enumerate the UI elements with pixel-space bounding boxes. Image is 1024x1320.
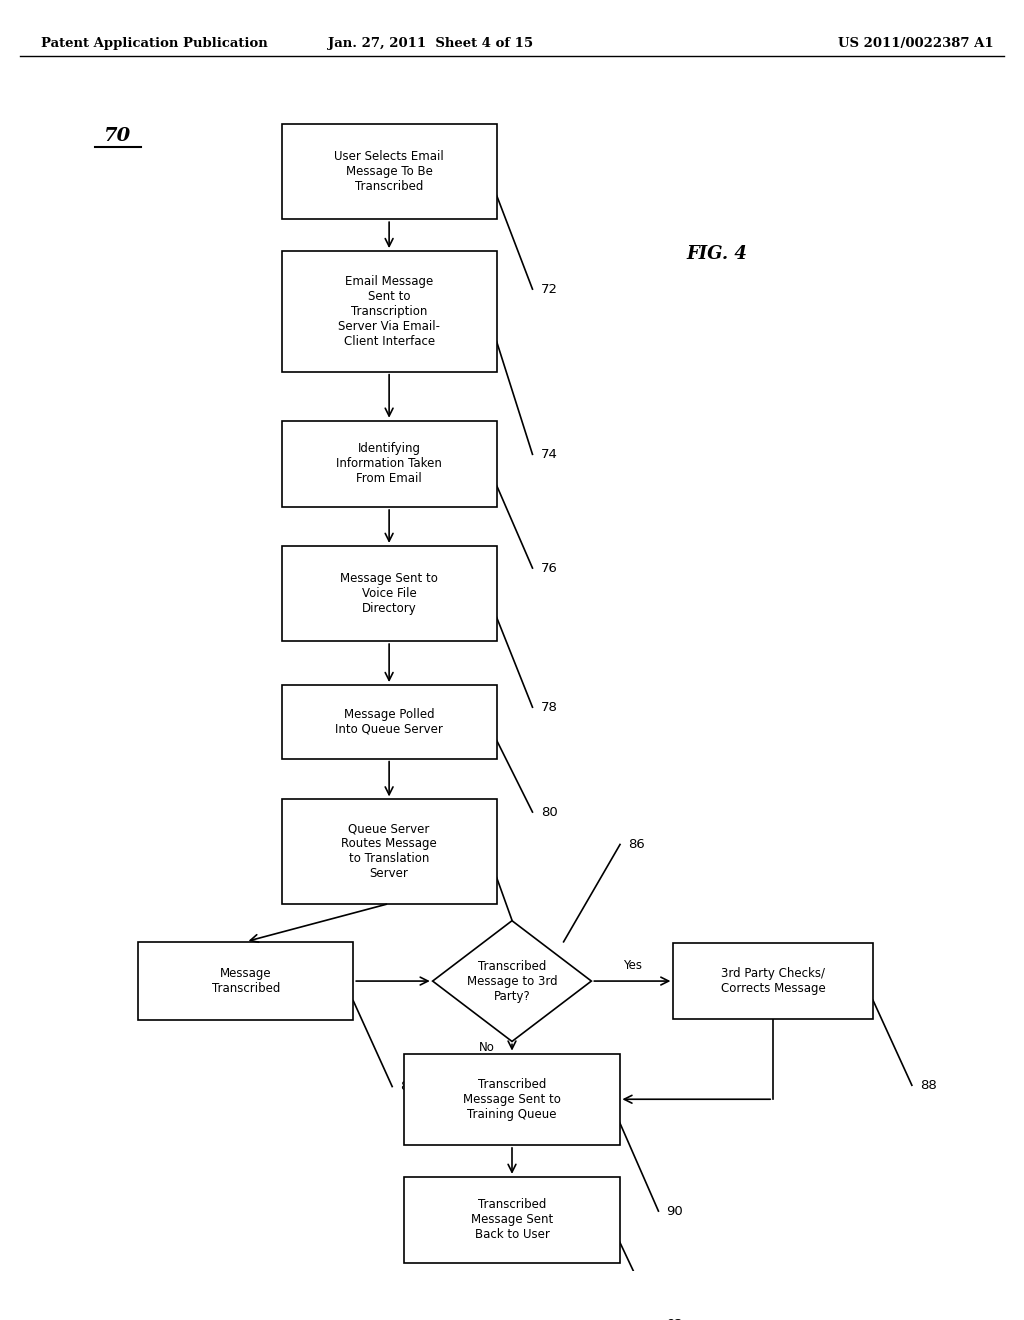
Text: Jan. 27, 2011  Sheet 4 of 15: Jan. 27, 2011 Sheet 4 of 15 bbox=[328, 37, 532, 50]
FancyBboxPatch shape bbox=[282, 545, 497, 642]
Text: 86: 86 bbox=[629, 838, 645, 851]
Text: Patent Application Publication: Patent Application Publication bbox=[41, 37, 267, 50]
Text: 78: 78 bbox=[541, 701, 557, 714]
FancyBboxPatch shape bbox=[282, 124, 497, 219]
Text: Message
Transcribed: Message Transcribed bbox=[212, 968, 280, 995]
Text: 80: 80 bbox=[541, 805, 557, 818]
FancyBboxPatch shape bbox=[404, 1053, 620, 1144]
Text: 88: 88 bbox=[921, 1078, 937, 1092]
Text: Email Message
Sent to
Transcription
Server Via Email-
Client Interface: Email Message Sent to Transcription Serv… bbox=[338, 275, 440, 348]
Text: No: No bbox=[478, 1041, 495, 1053]
Text: 92: 92 bbox=[667, 1317, 683, 1320]
Text: 84: 84 bbox=[400, 1080, 417, 1093]
FancyBboxPatch shape bbox=[674, 942, 872, 1019]
Text: Transcribed
Message to 3rd
Party?: Transcribed Message to 3rd Party? bbox=[467, 960, 557, 1003]
Text: User Selects Email
Message To Be
Transcribed: User Selects Email Message To Be Transcr… bbox=[334, 150, 444, 193]
FancyBboxPatch shape bbox=[282, 251, 497, 372]
FancyBboxPatch shape bbox=[404, 1176, 620, 1263]
FancyBboxPatch shape bbox=[282, 421, 497, 507]
FancyBboxPatch shape bbox=[282, 800, 497, 904]
Text: Message Polled
Into Queue Server: Message Polled Into Queue Server bbox=[335, 708, 443, 735]
Text: FIG. 4: FIG. 4 bbox=[686, 246, 748, 263]
Text: 76: 76 bbox=[541, 561, 557, 574]
Text: 3rd Party Checks/
Corrects Message: 3rd Party Checks/ Corrects Message bbox=[721, 968, 825, 995]
Text: 72: 72 bbox=[541, 282, 558, 296]
Text: 74: 74 bbox=[541, 447, 557, 461]
Text: US 2011/0022387 A1: US 2011/0022387 A1 bbox=[838, 37, 993, 50]
Text: Yes: Yes bbox=[623, 960, 642, 973]
Text: Transcribed
Message Sent to
Training Queue: Transcribed Message Sent to Training Que… bbox=[463, 1077, 561, 1121]
FancyBboxPatch shape bbox=[282, 685, 497, 759]
Text: 90: 90 bbox=[667, 1205, 683, 1217]
FancyBboxPatch shape bbox=[138, 941, 353, 1020]
Text: Message Sent to
Voice File
Directory: Message Sent to Voice File Directory bbox=[340, 572, 438, 615]
Text: Queue Server
Routes Message
to Translation
Server: Queue Server Routes Message to Translati… bbox=[341, 822, 437, 880]
Text: 82: 82 bbox=[541, 970, 557, 983]
Polygon shape bbox=[432, 921, 592, 1041]
Text: Identifying
Information Taken
From Email: Identifying Information Taken From Email bbox=[336, 442, 442, 486]
Text: Transcribed
Message Sent
Back to User: Transcribed Message Sent Back to User bbox=[471, 1199, 553, 1242]
Text: 70: 70 bbox=[104, 127, 131, 145]
